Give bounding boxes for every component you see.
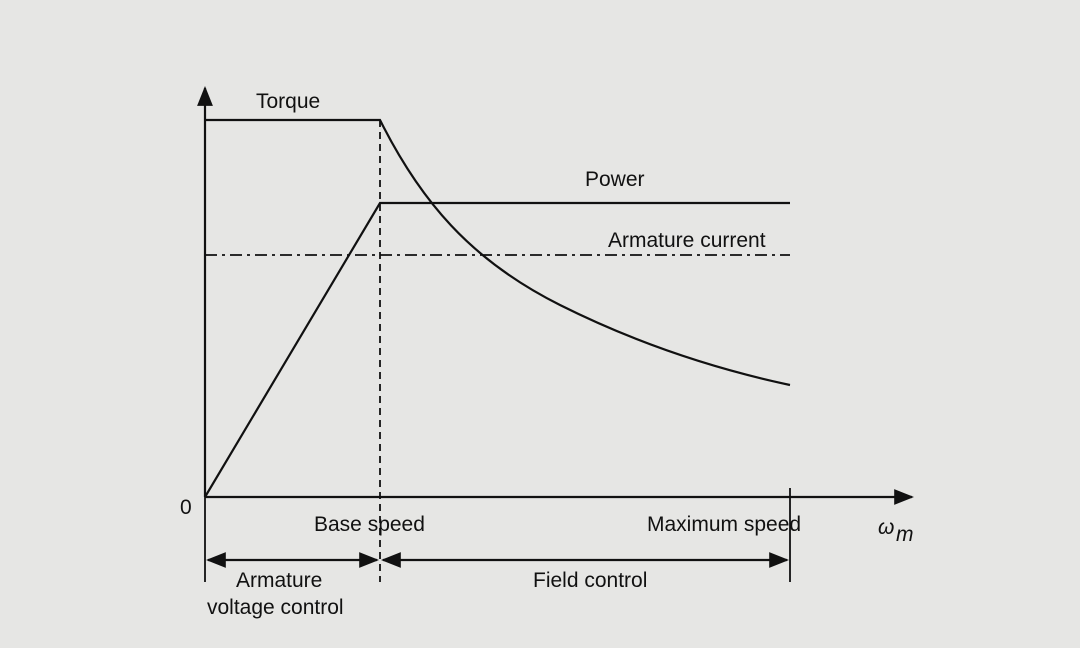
axis-symbol: ω xyxy=(878,516,894,539)
armature-control-label: Armature xyxy=(236,569,322,592)
armature-current-label: Armature current xyxy=(608,229,766,252)
origin-label: 0 xyxy=(180,496,192,519)
power-label: Power xyxy=(585,168,645,191)
maximum-speed-label: Maximum speed xyxy=(647,513,801,536)
power-curve xyxy=(204,201,790,498)
base-speed-label: Base speed xyxy=(314,513,425,536)
torque-curve xyxy=(205,118,791,387)
field-control-label: Field control xyxy=(533,569,647,592)
torque-label: Torque xyxy=(256,90,320,113)
armature-control-label: voltage control xyxy=(207,596,344,619)
axis-subscript: m xyxy=(896,523,914,546)
